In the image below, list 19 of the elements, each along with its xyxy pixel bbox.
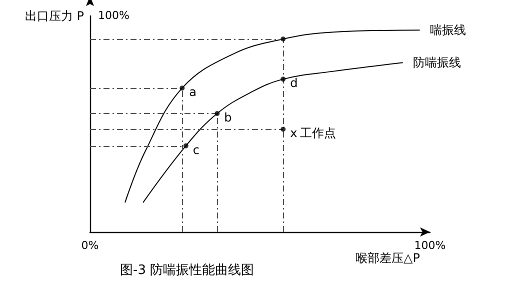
y-axis-title: 出口压力 P: [24, 9, 84, 23]
point: [183, 143, 188, 148]
point: [180, 86, 185, 91]
x-axis-title: 喉部差压△P: [356, 251, 420, 265]
annotation: c: [192, 142, 200, 157]
point: [214, 111, 220, 116]
point: [280, 76, 286, 82]
annotation: 工作点: [300, 126, 336, 140]
point: [280, 36, 286, 42]
annotation: x: [290, 126, 298, 140]
annotation: d: [290, 76, 298, 90]
annotation: b: [224, 110, 232, 125]
x-tick-label: 0%: [81, 239, 99, 252]
series-label: 防喘振线: [412, 56, 461, 70]
series-label: 喘振线: [430, 23, 466, 38]
annotation: a: [189, 85, 196, 100]
point: [280, 126, 286, 132]
text: 图-3 防喘振性能曲线图: [120, 263, 254, 278]
text: 100%: [98, 9, 130, 22]
